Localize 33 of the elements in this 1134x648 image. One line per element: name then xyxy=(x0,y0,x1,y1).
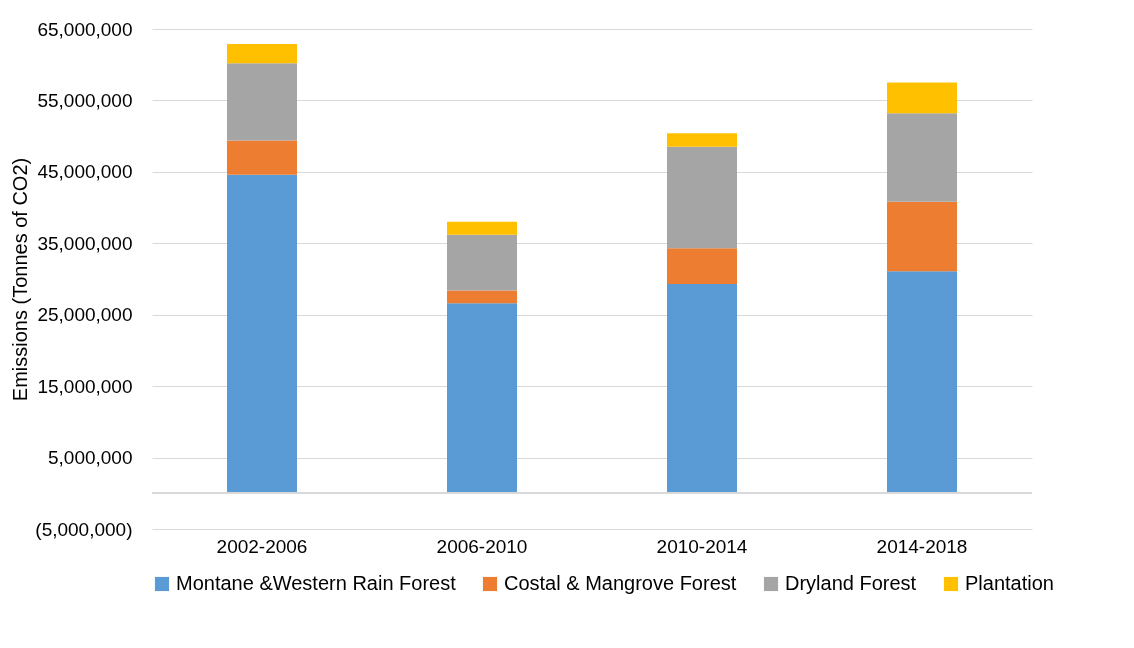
y-tick-label: 35,000,000 xyxy=(37,232,133,254)
x-tick-label: 2010-2014 xyxy=(656,535,748,557)
bar xyxy=(667,284,737,494)
x-tick-label: 2002-2006 xyxy=(216,535,308,557)
bar xyxy=(447,290,517,304)
bar xyxy=(667,248,737,284)
y-tick-label: 55,000,000 xyxy=(37,89,133,111)
bar xyxy=(887,271,957,494)
legend-label: Costal & Mangrove Forest xyxy=(504,572,737,594)
x-tick-label: 2014-2018 xyxy=(876,535,968,557)
x-tick-label: 2006-2010 xyxy=(436,535,528,557)
y-tick-label: 65,000,000 xyxy=(37,18,133,40)
bar xyxy=(227,63,297,141)
legend-label: Dryland Forest xyxy=(785,572,917,594)
bar xyxy=(227,44,297,64)
y-tick-label: 25,000,000 xyxy=(37,304,133,326)
bar xyxy=(887,113,957,202)
y-tick-label: 15,000,000 xyxy=(37,375,133,397)
bar xyxy=(887,82,957,114)
bar xyxy=(887,201,957,272)
y-tick-label: 45,000,000 xyxy=(37,161,133,183)
bar xyxy=(667,146,737,249)
bar xyxy=(227,174,297,494)
bar xyxy=(447,303,517,494)
y-axis-title: Emissions (Tonnes of CO2) xyxy=(9,157,32,402)
legend-label: Montane &Western Rain Forest xyxy=(176,572,457,594)
bar xyxy=(447,221,517,235)
y-tick-label: 5,000,000 xyxy=(47,447,133,469)
y-tick-label: (5,000,000) xyxy=(35,518,133,540)
legend-label: Plantation xyxy=(965,572,1054,594)
bar xyxy=(227,140,297,175)
bar xyxy=(667,133,737,147)
bar xyxy=(447,234,517,291)
